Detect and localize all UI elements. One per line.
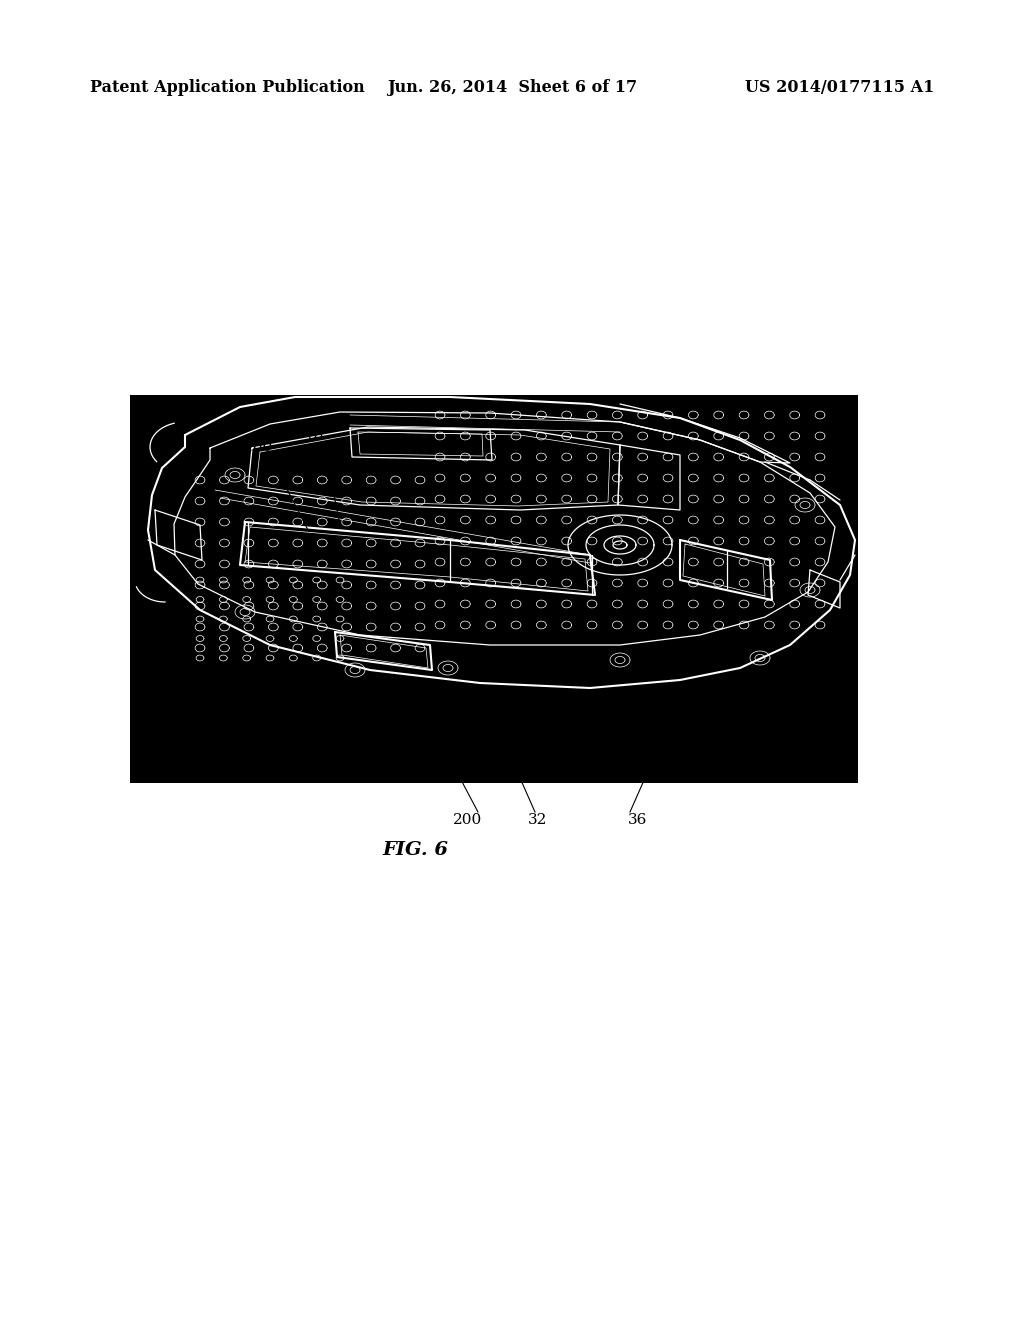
Text: 32: 32	[528, 813, 548, 828]
Bar	[130, 395, 858, 783]
Text: Jun. 26, 2014  Sheet 6 of 17: Jun. 26, 2014 Sheet 6 of 17	[387, 79, 637, 96]
Text: 200: 200	[454, 813, 482, 828]
Text: 36: 36	[629, 813, 648, 828]
Text: Patent Application Publication: Patent Application Publication	[90, 79, 365, 96]
Text: 31: 31	[308, 428, 328, 442]
Text: FIG. 6: FIG. 6	[382, 841, 449, 859]
Text: US 2014/0177115 A1: US 2014/0177115 A1	[744, 79, 934, 96]
Text: 100: 100	[244, 440, 272, 454]
